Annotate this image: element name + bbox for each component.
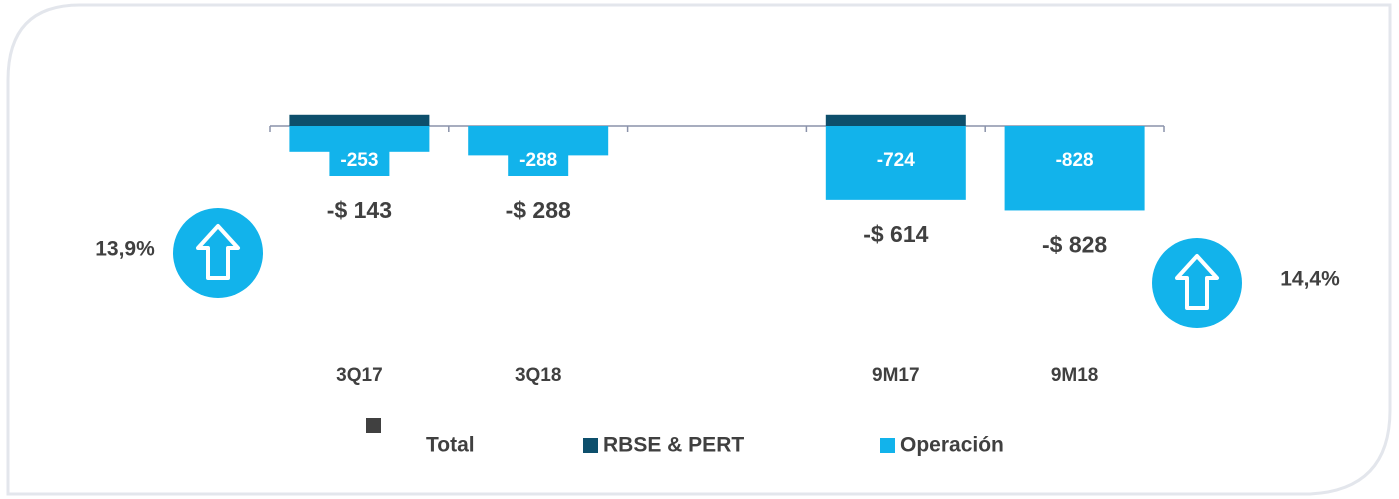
legend-swatch (366, 418, 381, 433)
legend-swatch (583, 438, 598, 453)
legend-label: Total (426, 434, 475, 457)
x-tick-label: 9M18 (1051, 365, 1099, 386)
legend-label: Operación (900, 434, 1004, 457)
x-tick-label: 9M17 (872, 365, 920, 386)
data-label-box (865, 145, 926, 176)
x-tick-label: 3Q18 (515, 365, 561, 386)
data-label: -724 (877, 150, 915, 171)
total-label: -$ 614 (863, 221, 928, 247)
arrow-icon (173, 208, 263, 298)
total-label: -$ 288 (506, 197, 571, 223)
data-label-box (508, 145, 569, 176)
data-label-box (1044, 145, 1105, 176)
annotation: 13,9% (95, 238, 155, 261)
total-label: -$ 143 (327, 197, 392, 223)
data-label: -253 (340, 150, 378, 171)
legend-swatch (880, 438, 895, 453)
data-label: -288 (519, 150, 557, 171)
annotation: 14,4% (1280, 268, 1340, 291)
data-label: -828 (1056, 150, 1094, 171)
legend-label: RBSE & PERT (603, 434, 744, 457)
bar-segment (289, 114, 430, 126)
data-label-box (329, 145, 390, 176)
bar-segment (825, 114, 966, 126)
x-tick-label: 3Q17 (336, 365, 382, 386)
total-label: -$ 828 (1042, 232, 1107, 258)
arrow-icon (1152, 238, 1242, 328)
